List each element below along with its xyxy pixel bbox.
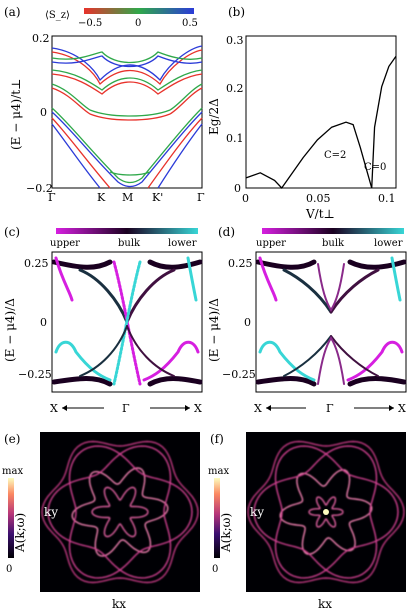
- panel-b-lines: [245, 55, 397, 190]
- panel-a-xtick-2: M: [122, 191, 133, 204]
- panel-b-annotation-c2: C=2: [324, 150, 346, 161]
- panel-c-colorbar: [56, 228, 198, 234]
- panel-d-cbar-right: lower: [374, 238, 403, 249]
- panel-d-bands: [255, 256, 407, 387]
- panel-f-cbar-bottom: 0: [212, 564, 218, 575]
- panel-c-arrow-left-head: [62, 405, 67, 411]
- panel-c-ytick-1: 0: [40, 316, 47, 329]
- panel-d-arrow-left-head: [266, 405, 271, 411]
- panel-e-ylabel: A(k;ω): [13, 513, 27, 553]
- panel-f: (f) max 0 A(k;ω) ky kx: [208, 432, 406, 611]
- panel-d-ytick-1: 0: [244, 316, 251, 329]
- panel-f-xlabel: kx: [318, 597, 332, 611]
- panel-e-cbar-bottom: 0: [6, 564, 12, 575]
- panel-a-xtick-4: Γ: [197, 191, 205, 204]
- panel-b-ytick-0: 0.3: [226, 34, 244, 47]
- panel-e-label: (e): [4, 432, 20, 446]
- spec-f-ring-4: [247, 440, 405, 584]
- panel-d-colorbar: [262, 228, 404, 234]
- panel-a-cbar-tick-2: 0.5: [182, 18, 198, 29]
- panel-f-label: (f): [210, 432, 224, 446]
- panel-a-xtick-3: K': [152, 191, 163, 204]
- spec-e-ring-0: [91, 486, 149, 538]
- panel-b-ytick-2: 0.1: [226, 132, 244, 145]
- panel-a-ylabel: (E − μ4)/t⊥: [9, 79, 23, 150]
- panel-a-bands: [51, 45, 203, 189]
- panel-f-spectral-lines: [247, 440, 405, 584]
- panel-e-map: [40, 432, 200, 592]
- spec-e-ring-4: [41, 440, 199, 584]
- panel-c-arrow-right-head: [185, 405, 190, 411]
- panel-a-label: (a): [4, 5, 21, 19]
- spec-e-ring-1: [71, 467, 169, 557]
- panel-b-ytick-1: 0.2: [226, 82, 244, 95]
- panel-c-cbar-right: lower: [168, 238, 197, 249]
- panel-f-ylabel: A(k;ω): [219, 513, 233, 553]
- panel-c-bands: [51, 256, 203, 387]
- panel-c-label: (c): [4, 225, 20, 239]
- panel-c-ylabel: (E − μ4)/Δ: [3, 298, 17, 362]
- panel-b-xtick-1: 0.05: [306, 192, 331, 205]
- panel-d-arrow-right-head: [389, 405, 394, 411]
- panel-f-inner-ylabel: ky: [250, 505, 264, 519]
- panel-d: (d) upper bulk lower 0.25 0 −0.25 (E − μ…: [207, 225, 407, 415]
- panel-f-colorbar: [214, 478, 220, 558]
- panel-b: (b) 0.3 0.2 0.1 0 Eg/2Δ 0 0.05 0.1 V/t⊥ …: [207, 5, 397, 221]
- panel-d-cbar-left: upper: [256, 238, 286, 249]
- panel-a-cbar-tick-1: 0: [135, 18, 141, 29]
- panel-b-series-1: [371, 55, 397, 189]
- panel-c-xtick-2: X: [194, 402, 202, 415]
- panel-d-ylabel: (E − μ4)/Δ: [207, 298, 221, 362]
- panel-c-ytick-2: −0.25: [18, 368, 52, 381]
- panel-c-xtick-1: Γ: [122, 402, 130, 415]
- panel-c-cbar-mid: bulk: [118, 238, 141, 249]
- spec-f-ring-0: [308, 496, 344, 528]
- spec-e-ring-3: [47, 445, 172, 579]
- panel-b-annotation-c0: C=0: [364, 162, 386, 173]
- panel-d-cbar-mid: bulk: [322, 238, 345, 249]
- panel-a: (a) ⟨S_z⟩ −0.5 0 0.5 0.2 0 −0.2 (: [4, 5, 205, 204]
- panel-b-ylabel: Eg/2Δ: [207, 98, 221, 135]
- panel-b-xtick-2: 0.1: [378, 192, 396, 205]
- panel-e-xlabel: kx: [112, 597, 126, 611]
- panel-c: (c) upper bulk lower 0.25 0 −0.25 (E − μ…: [3, 225, 203, 415]
- panel-a-colorbar-title: ⟨S_z⟩: [45, 10, 70, 21]
- spec-f-ring-2: [274, 445, 399, 579]
- panel-d-xtick-1: Γ: [326, 402, 334, 415]
- spec-f-ring-3: [253, 445, 378, 579]
- panel-a-ytick-1: 0: [40, 106, 47, 119]
- panel-b-axes: [245, 35, 397, 189]
- panel-d-ytick-0: 0.25: [228, 257, 253, 270]
- panel-a-ytick-2: −0.2: [26, 182, 53, 195]
- spec-e-ring-2: [68, 445, 193, 579]
- panel-b-ytick-3: 0: [234, 182, 241, 195]
- panel-a-cbar-tick-0: −0.5: [78, 18, 102, 29]
- panel-e: (e) max 0 A(k;ω) ky kx: [2, 432, 200, 611]
- panel-b-label: (b): [228, 5, 245, 19]
- panel-d-label: (d): [218, 225, 235, 239]
- panel-a-xtick-1: K: [97, 191, 106, 204]
- panel-f-center-peak: [323, 509, 329, 515]
- panel-c-xtick-0: X: [50, 402, 58, 415]
- panel-e-spectral-lines: [41, 440, 199, 584]
- panel-d-axes: [255, 251, 407, 393]
- panel-a-ytick-0: 0.2: [32, 32, 50, 45]
- panel-e-colorbar: [8, 478, 14, 558]
- panel-d-xtick-2: X: [398, 402, 406, 415]
- panel-e-inner-ylabel: ky: [44, 505, 58, 519]
- panel-e-cbar-top: max: [2, 466, 23, 477]
- panel-f-cbar-top: max: [208, 466, 229, 477]
- panel-c-cbar-left: upper: [50, 238, 80, 249]
- panel-d-xtick-0: X: [254, 402, 262, 415]
- panel-a-colorbar: [84, 8, 194, 14]
- panel-b-xtick-0: 0: [242, 192, 249, 205]
- panel-b-xlabel: V/t⊥: [305, 207, 335, 221]
- panel-d-ytick-2: −0.25: [222, 368, 256, 381]
- panel-b-series-0: [245, 121, 373, 190]
- panel-a-xtick-0: Γ: [48, 191, 56, 204]
- panel-c-axes: [51, 251, 203, 393]
- panel-c-ytick-0: 0.25: [24, 257, 49, 270]
